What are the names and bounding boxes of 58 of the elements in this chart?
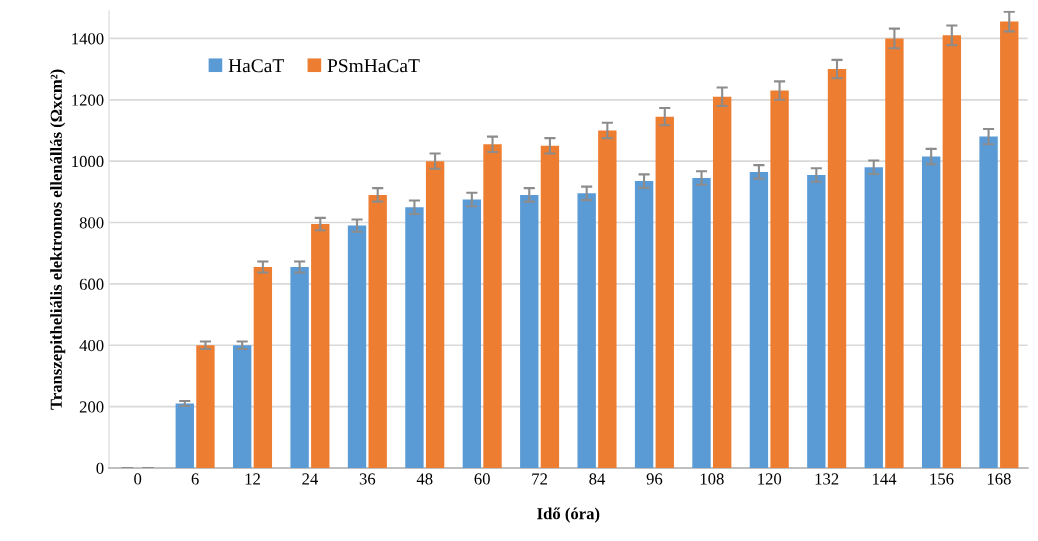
bar [405,207,424,468]
bar [311,224,330,468]
x-tick-label: 36 [359,473,376,485]
legend-label: HaCaT [228,59,284,73]
bar [827,69,847,468]
y-tick-label: 1000 [72,155,104,168]
y-tick-label: 0 [96,462,104,474]
x-tick-label: 168 [987,473,1011,485]
bar [979,136,998,468]
bar [368,194,387,468]
y-tick-label: 400 [79,339,104,352]
bar [347,225,367,468]
bar [425,161,445,468]
y-tick-label: 800 [79,217,104,229]
x-tick-label: 48 [416,473,433,485]
legend-label: PSmHaCaT [327,59,420,73]
x-tick-label: 60 [474,473,490,485]
bar [942,35,962,468]
bar [712,96,732,468]
bar [1000,21,1019,468]
x-tick-label: 120 [758,473,782,485]
bar [540,145,560,468]
bar [253,267,273,468]
x-tick-label: 24 [302,473,319,485]
x-tick-label: 0 [134,473,142,485]
bar [749,171,769,468]
bar [577,193,596,468]
bar [634,181,654,468]
y-tick-label: 200 [79,401,104,413]
x-tick-label: 84 [589,473,606,485]
bar [520,194,539,468]
x-tick-label: 12 [245,473,260,485]
bar [233,345,252,468]
x-tick-label: 156 [930,473,954,485]
y-tick-label: 1200 [72,94,104,106]
bar [692,178,711,468]
bar [921,156,941,468]
y-axis-title: Transzepitheliális elektromos ellenállás (Ωxcm²) [50,69,66,410]
bar [483,144,502,468]
x-tick-label: 108 [700,473,724,485]
y-tick-label: 1400 [72,33,104,45]
x-tick-label: 132 [815,473,839,485]
x-tick-label: 72 [532,473,548,485]
x-tick-label: 6 [191,473,199,485]
bar [290,267,309,468]
bar [655,116,674,468]
x-tick-label: 96 [646,473,663,485]
x-tick-label: 144 [873,473,897,485]
x-axis-title: Idő (óra) [537,507,600,523]
bar [462,199,482,468]
bar [175,403,194,468]
y-tick-label: 600 [79,278,104,290]
bar [598,130,617,468]
bar [864,167,883,468]
bar [196,345,215,468]
bar [807,174,826,468]
bar [885,38,904,468]
bar [770,90,789,468]
